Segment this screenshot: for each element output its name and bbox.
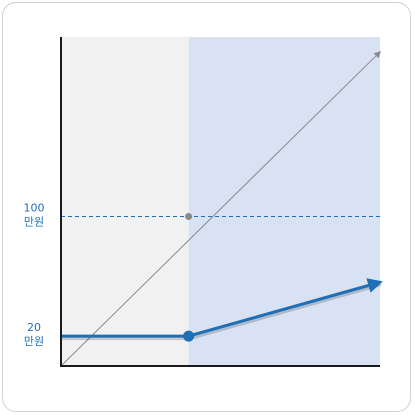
- key-point-2: [183, 330, 195, 342]
- key-point-1: [185, 212, 193, 220]
- y-tick-label-line: 만원: [24, 215, 44, 228]
- region-left-background: [61, 37, 189, 366]
- y-tick-label-line: 20: [27, 321, 41, 334]
- series-1-line: [60, 50, 381, 367]
- y-tick-label-20: 20 만원: [24, 321, 44, 348]
- y-tick-label-line: 만원: [24, 335, 44, 348]
- region-right-background: [188, 37, 380, 366]
- y-tick-label-100: 100 만원: [24, 201, 45, 228]
- y-tick-label-line: 100: [24, 201, 45, 214]
